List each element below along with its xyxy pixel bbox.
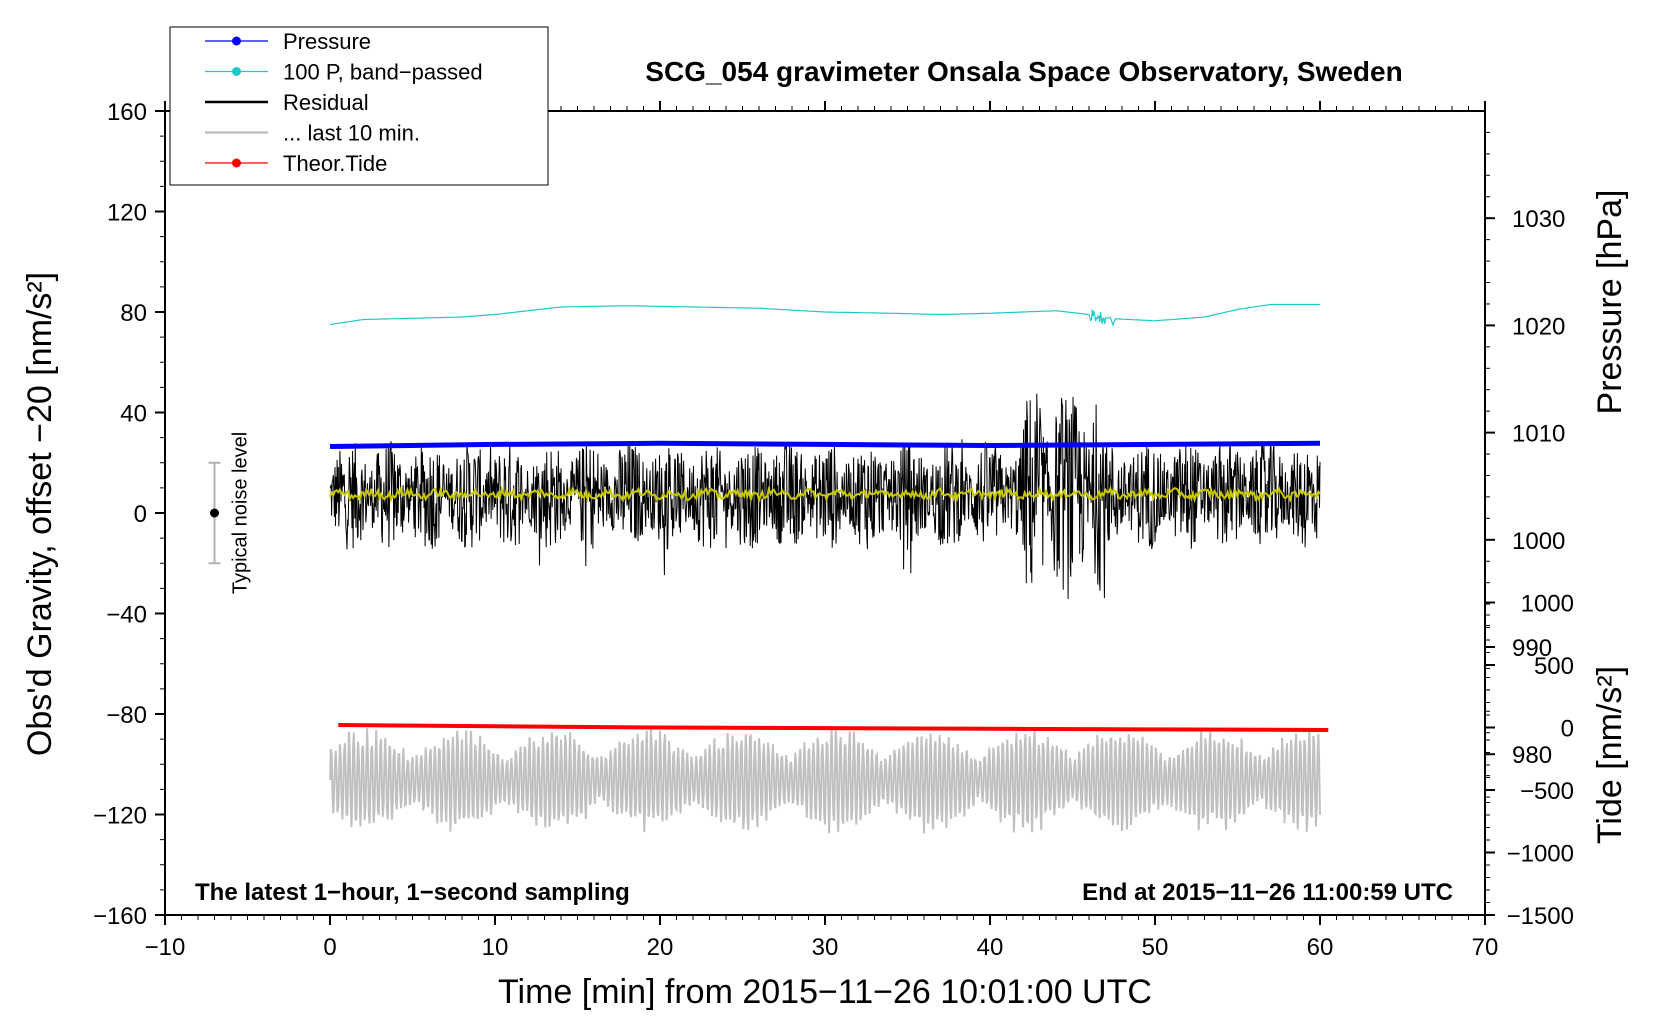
- y-axis-title: Obs'd Gravity, offset −20 [nm/s²]: [21, 272, 59, 756]
- x-tick-label: 70: [1472, 934, 1499, 961]
- legend-label: Residual: [283, 90, 369, 115]
- legend-marker: [232, 158, 241, 168]
- running-mean-line: [329, 485, 1321, 504]
- pressure-axis-title: Pressure [hPa]: [1591, 190, 1629, 415]
- y-tick-label: −80: [106, 702, 147, 729]
- tide-tick-label: 0: [1561, 716, 1574, 743]
- pressure-tick-label: 980: [1512, 742, 1552, 769]
- noise-level-indicator: [208, 461, 221, 565]
- legend-item: Pressure: [205, 29, 371, 54]
- legend-item: Residual: [205, 90, 369, 115]
- x-axis: −10 0 10 20 30 40 50 60 70: [145, 101, 1499, 961]
- chart-title: SCG_054 gravimeter Onsala Space Observat…: [645, 56, 1402, 87]
- x-tick-label: −10: [145, 934, 186, 961]
- x-tick-label: 40: [977, 934, 1004, 961]
- tide-tick-label: −500: [1520, 778, 1574, 805]
- band-passed-line: [329, 303, 1320, 327]
- theoretical-tide-series: [338, 723, 1329, 732]
- legend-box: [169, 26, 549, 186]
- last-10-min-line: [329, 728, 1321, 834]
- legend-item: Theor.Tide: [205, 151, 387, 176]
- x-tick-label: 50: [1142, 934, 1169, 961]
- end-time-annotation: End at 2015−11−26 11:00:59 UTC: [1082, 879, 1453, 906]
- tide-tick-label: 500: [1534, 653, 1574, 680]
- tide-tick-label: −1500: [1507, 903, 1574, 930]
- y-tick-label: 120: [107, 200, 147, 227]
- y-tick-label: 40: [120, 401, 147, 428]
- running-mean-series: [329, 485, 1321, 504]
- residual-series: [329, 393, 1321, 600]
- y-tick-label: 0: [134, 501, 147, 528]
- pressure-series: [329, 440, 1321, 449]
- legend-label: ... last 10 min.: [283, 121, 420, 146]
- y-tick-label: −160: [93, 903, 147, 930]
- pressure-tick-label: 1030: [1512, 206, 1565, 233]
- legend-marker: [232, 36, 241, 46]
- legend-label: 100 P, band−passed: [283, 60, 483, 85]
- legend-item: 100 P, band−passed: [205, 60, 483, 85]
- x-tick-label: 30: [812, 934, 839, 961]
- pressure-tick-label: 1020: [1512, 313, 1565, 340]
- x-tick-label: 10: [482, 934, 509, 961]
- x-tick-label: 0: [323, 934, 336, 961]
- y-tick-label: −40: [106, 602, 147, 629]
- pressure-tick-label: 1010: [1512, 421, 1565, 448]
- y-tick-label: 160: [107, 99, 147, 126]
- noise-level-label: Typical noise level: [230, 432, 252, 594]
- legend-label: Theor.Tide: [283, 151, 387, 176]
- legend: Pressure 100 P, band−passed Residual ... la…: [169, 26, 549, 186]
- pressure-tick-label: 1000: [1512, 528, 1565, 555]
- tide-axis-title: Tide [nm/s²]: [1591, 666, 1629, 844]
- legend-item: ... last 10 min.: [205, 121, 420, 146]
- legend-marker: [232, 67, 241, 76]
- sampling-annotation: The latest 1−hour, 1−second sampling: [195, 879, 630, 906]
- pressure-tick-label: 990: [1512, 635, 1552, 662]
- x-tick-label: 20: [647, 934, 674, 961]
- band-passed-pressure-series: [329, 303, 1320, 327]
- y-tick-label: −120: [93, 803, 147, 830]
- y-axis-gravity: −160 −120 −80 −40 0 40 80 120 160: [93, 99, 165, 930]
- tide-tick-label: 1000: [1521, 591, 1574, 618]
- last-10-min-series: [329, 728, 1321, 834]
- residual-line: [329, 393, 1321, 600]
- noise-center-dot: [210, 508, 219, 518]
- y-tick-label: 80: [120, 300, 147, 327]
- theoretical-tide-line: [338, 723, 1329, 732]
- tide-tick-label: −1000: [1507, 841, 1574, 868]
- x-tick-label: 60: [1307, 934, 1334, 961]
- y-axis-pressure: 980 990 1000 1010 1020 1030: [1485, 131, 1565, 798]
- legend-label: Pressure: [283, 29, 371, 54]
- pressure-line: [329, 440, 1321, 449]
- y-axis-tide: −1500 −1000 −500 0 500 1000: [1485, 591, 1574, 930]
- x-axis-title: Time [min] from 2015−11−26 10:01:00 UTC: [498, 973, 1152, 1011]
